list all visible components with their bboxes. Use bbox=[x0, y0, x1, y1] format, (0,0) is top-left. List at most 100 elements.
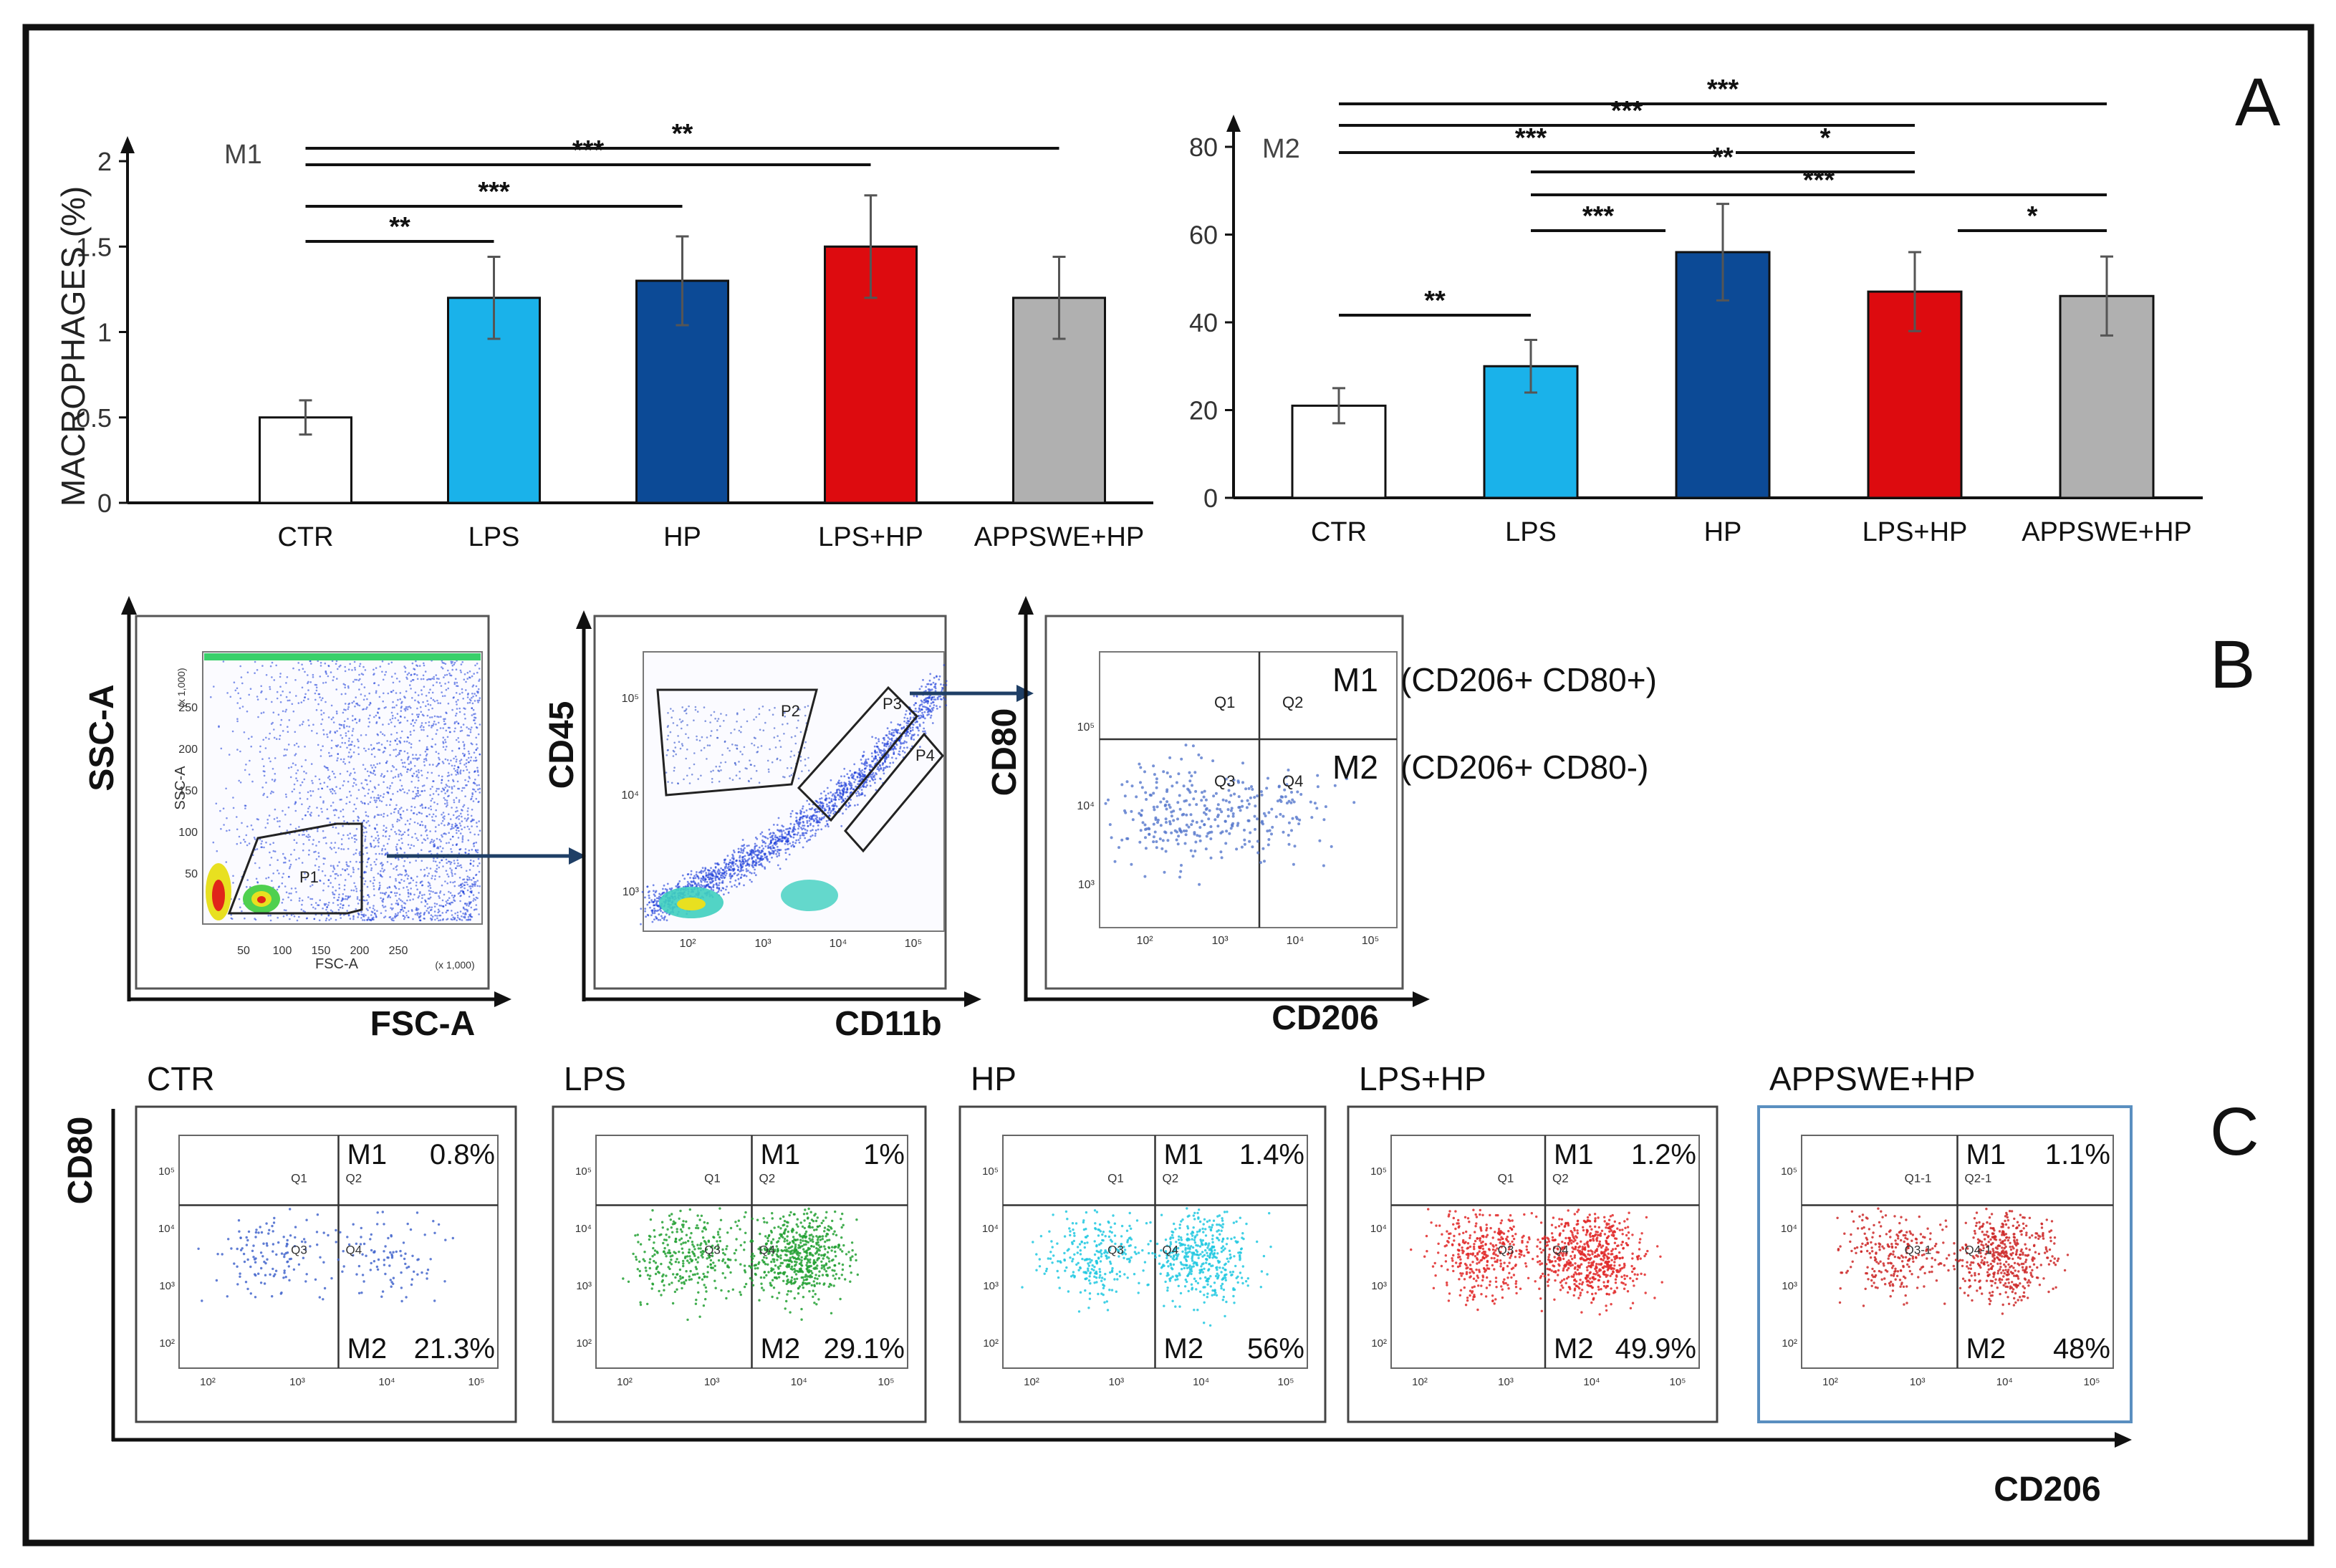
flow-panel-title: CTR bbox=[147, 1060, 215, 1097]
plot1-y-tick: 200 bbox=[178, 744, 198, 756]
significance-stars: ** bbox=[1712, 143, 1734, 173]
plot2-x-tick: 10³ bbox=[754, 938, 772, 950]
flow-x-tick: 10⁵ bbox=[1278, 1376, 1294, 1388]
gating-plot-3: Q1 Q2 Q3 Q4 10² 10³ 10⁴ 10⁵ 10³ 10⁴ 10⁵ CD80 C… bbox=[986, 596, 1657, 1037]
flow-y-tick: 10⁵ bbox=[1370, 1165, 1387, 1178]
flow-y-tick: 10³ bbox=[159, 1280, 175, 1292]
flow-y-tick: 10² bbox=[576, 1337, 592, 1350]
significance-stars: *** bbox=[1515, 123, 1547, 153]
flow-scatter-points bbox=[1021, 1207, 1272, 1327]
flow-x-tick: 10⁵ bbox=[468, 1376, 485, 1388]
quadrant-q3: Q3 bbox=[704, 1244, 721, 1257]
density-core-2 bbox=[257, 896, 266, 903]
y-tick-label: 60 bbox=[1189, 221, 1218, 250]
quadrant-q1: Q1-1 bbox=[1905, 1172, 1932, 1185]
plot2-y-tick: 10³ bbox=[623, 886, 640, 898]
density-core-1 bbox=[212, 880, 225, 911]
m1-value: 0.8% bbox=[430, 1139, 495, 1170]
flow-panel-frame bbox=[1347, 1105, 1719, 1423]
plot3-q1: Q1 bbox=[1214, 693, 1235, 711]
flow-panel-hp: HP Q1 Q2 Q3 Q4 M1 1.4% M2 56% 10² 10³ 10⁴ 10⁵ 10² 10³ 1… bbox=[958, 1060, 1327, 1423]
flow-scatter-points bbox=[197, 1208, 454, 1303]
m2-value: 21.3% bbox=[414, 1333, 495, 1365]
panel-title: M2 bbox=[1262, 134, 1300, 164]
m1-label: M1 bbox=[1164, 1139, 1204, 1170]
m1-bar-chart: 0 0.5 1 1.5 2 CTR LPS HP LPS+HP APPSWE+HP M1 MACROP… bbox=[54, 119, 1153, 552]
category-label: LPS bbox=[1505, 517, 1557, 547]
gate-p1 bbox=[227, 822, 363, 915]
category-label: LPS+HP bbox=[818, 522, 923, 552]
gate-p1-label: P1 bbox=[299, 868, 319, 886]
quadrant-q4: Q4 bbox=[1163, 1244, 1179, 1257]
gate-p2 bbox=[656, 688, 818, 797]
legend-m2-key: M2 bbox=[1332, 749, 1378, 786]
m1-value: 1.2% bbox=[1631, 1139, 1696, 1170]
plot1-x-tick: 150 bbox=[312, 945, 331, 957]
plot2-xlabel: CD11b bbox=[835, 1005, 941, 1043]
plot3-x-tick: 10⁴ bbox=[1287, 935, 1304, 947]
flow-y-tick: 10⁴ bbox=[575, 1223, 592, 1235]
plot1-xlabel: FSC-A bbox=[370, 1005, 476, 1043]
category-label: LPS bbox=[468, 522, 520, 552]
category-label: HP bbox=[1704, 517, 1742, 547]
flow-y-tick: 10⁴ bbox=[982, 1223, 999, 1235]
y-tick-label: 1.5 bbox=[76, 232, 112, 261]
plot2-x-tick: 10⁴ bbox=[830, 938, 847, 950]
plot3-y-tick: 10⁴ bbox=[1077, 800, 1095, 812]
flow-x-tick: 10² bbox=[1412, 1376, 1428, 1388]
y-axis-label: MACROPHAGES (%) bbox=[54, 186, 92, 506]
m1-value: 1.1% bbox=[2045, 1139, 2110, 1170]
quadrant-q2: Q2 bbox=[1163, 1172, 1179, 1185]
plot3-q3: Q3 bbox=[1214, 772, 1235, 790]
flow-x-tick: 10⁴ bbox=[1583, 1376, 1600, 1388]
y-axis-arrow bbox=[1226, 115, 1241, 132]
density-top-band bbox=[204, 653, 481, 660]
category-label: APPSWE+HP bbox=[974, 522, 1145, 552]
legend-m1-key: M1 bbox=[1332, 661, 1378, 698]
quadrant-q3: Q3 bbox=[291, 1244, 307, 1257]
quadrant-q2: Q2 bbox=[759, 1172, 776, 1185]
category-label: CTR bbox=[277, 522, 333, 552]
flow-panel-title: HP bbox=[971, 1060, 1016, 1097]
plot1-y-tick: 150 bbox=[178, 785, 198, 797]
y-tick-label: 1 bbox=[97, 318, 112, 347]
flow-panel-ctr: CTR Q1 Q2 Q3 Q4 M1 0.8% M2 21.3% 10² 10³ 10⁴ 10⁵ 10² 1… bbox=[135, 1060, 517, 1423]
plot1-x-tick: 50 bbox=[237, 945, 250, 957]
y-tick-label: 0 bbox=[97, 489, 112, 518]
plot1-x-tick: 200 bbox=[350, 945, 370, 957]
plot2-y-tick: 10⁵ bbox=[622, 693, 639, 705]
panel-title: M1 bbox=[224, 140, 262, 170]
flow-y-tick: 10⁵ bbox=[982, 1165, 999, 1178]
y-tick-label: 80 bbox=[1189, 133, 1218, 162]
plot1-y-mult: (x 1,000) bbox=[176, 668, 187, 707]
quadrant-q3: Q3 bbox=[1498, 1244, 1514, 1257]
plot1-x-tick: 100 bbox=[273, 945, 292, 957]
plot3-ylabel: CD80 bbox=[986, 708, 1024, 797]
gate-p3 bbox=[797, 686, 919, 822]
significance-stars: *** bbox=[1803, 165, 1835, 196]
y-tick-label: 40 bbox=[1189, 308, 1218, 337]
gate-p3-label: P3 bbox=[883, 695, 902, 713]
quadrant-q4: Q4 bbox=[759, 1244, 776, 1257]
flow-y-tick: 10² bbox=[1782, 1337, 1797, 1350]
m1-label: M1 bbox=[1554, 1139, 1594, 1170]
plot3-xlabel: CD206 bbox=[1272, 999, 1378, 1037]
flow-scatter-points bbox=[1410, 1208, 1663, 1316]
flow-panel-lps: LPS Q1 Q2 Q3 Q4 M1 1% M2 29.1% 10² 10³ 10⁴ 10⁵ 10² 10³… bbox=[552, 1060, 927, 1423]
flow-panels: CD80 CD206 CTR Q1 Q2 Q3 Q4 M1 0.8% M2 21.3% 10² 10… bbox=[62, 1060, 2133, 1509]
category-label: HP bbox=[663, 522, 701, 552]
panel-label-b: B bbox=[2210, 627, 2255, 703]
significance-stars: *** bbox=[1582, 201, 1615, 231]
significance-stars: * bbox=[2027, 201, 2038, 231]
flow-x-tick: 10⁵ bbox=[1670, 1376, 1686, 1388]
category-label: LPS+HP bbox=[1862, 517, 1968, 547]
quadrant-q3: Q3 bbox=[1107, 1244, 1124, 1257]
plot3-q2: Q2 bbox=[1282, 693, 1303, 711]
gate-p4 bbox=[844, 732, 944, 853]
plot1-x-mult: (x 1,000) bbox=[435, 959, 474, 971]
flow-y-tick: 10² bbox=[983, 1337, 999, 1350]
flow-scatter-points bbox=[622, 1207, 860, 1322]
quadrant-q4: Q4 bbox=[1552, 1244, 1569, 1257]
flow-scatter-points bbox=[1836, 1207, 2070, 1315]
